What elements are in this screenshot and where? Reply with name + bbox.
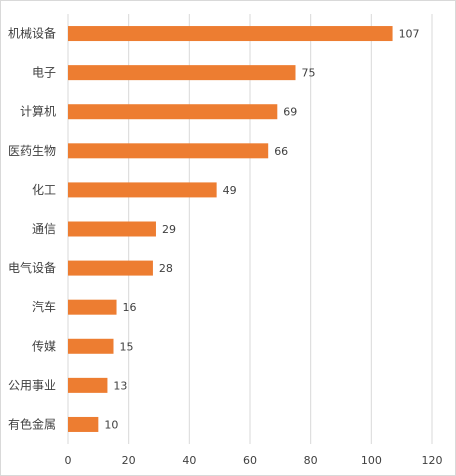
bar-11 <box>68 416 99 432</box>
x-tick-label: 40 <box>182 454 196 467</box>
x-tick-label: 100 <box>361 454 382 467</box>
data-label: 13 <box>113 379 127 392</box>
bar-9 <box>68 338 114 354</box>
bar-1 <box>68 26 393 42</box>
bar-5 <box>68 182 217 198</box>
category-label: 公用事业 <box>8 378 56 392</box>
data-label: 10 <box>104 418 118 431</box>
x-tick-label: 20 <box>122 454 136 467</box>
x-tick-label: 60 <box>243 454 257 467</box>
bars <box>68 26 393 432</box>
category-label: 计算机 <box>20 104 56 119</box>
x-tick-label: 120 <box>422 454 443 467</box>
data-label: 66 <box>274 145 288 158</box>
data-label: 69 <box>283 106 297 119</box>
data-labels: 107 75 69 66 49 29 28 16 15 13 10 <box>104 28 419 432</box>
bar-4 <box>68 143 269 159</box>
x-tick-label: 0 <box>65 454 72 467</box>
data-label: 15 <box>120 340 134 353</box>
data-label: 16 <box>123 301 137 314</box>
data-label: 29 <box>162 223 176 236</box>
category-label: 电气设备 <box>8 260 56 275</box>
x-tick-label: 80 <box>304 454 318 467</box>
data-label: 49 <box>223 184 237 197</box>
data-label: 107 <box>399 28 420 41</box>
data-label: 75 <box>302 67 316 80</box>
category-label: 传媒 <box>32 338 56 353</box>
category-label: 有色金属 <box>8 416 56 431</box>
category-label: 通信 <box>32 222 56 236</box>
category-label: 汽车 <box>32 299 56 314</box>
x-axis-ticks: 0 20 40 60 80 100 120 <box>65 454 443 467</box>
category-label: 化工 <box>32 183 56 197</box>
data-label: 28 <box>159 262 173 275</box>
bar-10 <box>68 377 108 393</box>
gridlines <box>67 14 433 444</box>
bar-8 <box>68 299 117 315</box>
bar-3 <box>68 104 278 120</box>
category-label: 机械设备 <box>8 26 56 41</box>
category-label: 电子 <box>32 66 56 80</box>
bar-7 <box>68 260 153 276</box>
bar-2 <box>68 65 296 81</box>
bar-6 <box>68 221 156 237</box>
category-label: 医药生物 <box>8 144 56 158</box>
